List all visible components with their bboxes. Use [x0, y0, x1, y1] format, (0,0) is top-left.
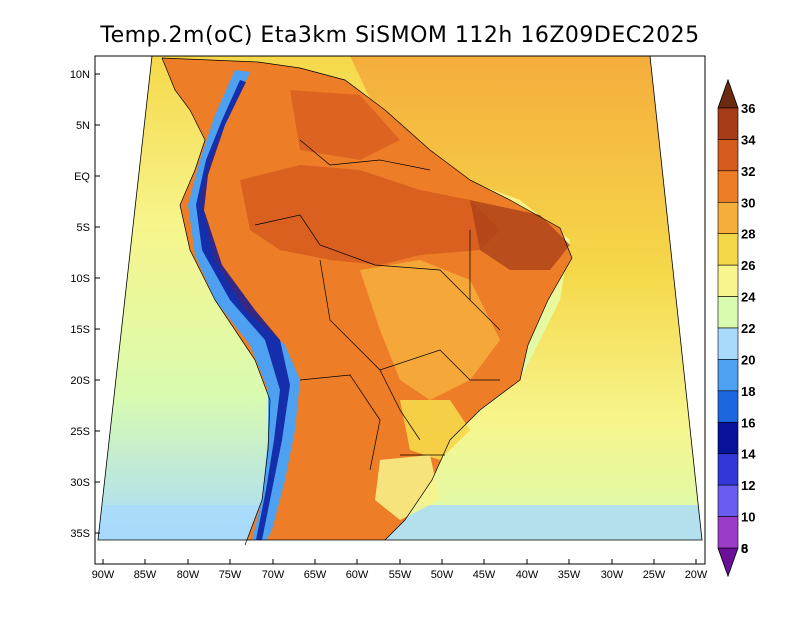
colorbar-label: 6	[741, 541, 748, 556]
colorbar-segment	[717, 359, 739, 392]
colorbar-label: 20	[741, 352, 755, 367]
colorbar-label: 36	[741, 101, 755, 116]
colorbar-segment	[717, 139, 739, 172]
lat-label: 10S	[70, 273, 90, 285]
lon-label: 60W	[346, 569, 369, 581]
andes-coldest-core	[196, 80, 290, 540]
lon-label: 30W	[601, 569, 624, 581]
colorbar-segment	[717, 296, 739, 329]
latitude-axis: 10N 5N EQ 5S 10S 15S 20S 25S 30S 35S	[70, 69, 100, 540]
lon-label: 40W	[516, 569, 539, 581]
lon-label: 85W	[134, 569, 157, 581]
colorbar-label: 26	[741, 258, 755, 273]
colorbar-label: 14	[741, 447, 756, 462]
southeast-mild-zone	[400, 400, 470, 460]
colorbar-label: 34	[741, 132, 756, 147]
lat-label: EQ	[74, 171, 90, 183]
colorbar-label: 18	[741, 384, 755, 399]
colorbar-label: 28	[741, 227, 755, 242]
lon-label: 45W	[473, 569, 496, 581]
amazon-hot-zone	[240, 165, 500, 265]
colorbar-label: 32	[741, 164, 755, 179]
colorbar-segment	[717, 107, 739, 140]
lon-label: 25W	[643, 569, 666, 581]
northeast-hot-zone	[470, 200, 570, 270]
lon-label: 75W	[219, 569, 242, 581]
colorbar-segment	[717, 390, 739, 423]
map-domain	[98, 56, 702, 540]
colorbar-segment	[717, 484, 739, 517]
lon-label: 55W	[389, 569, 412, 581]
lat-label: 5S	[77, 222, 90, 234]
colorbar-label: 22	[741, 321, 755, 336]
lat-label: 20S	[70, 375, 90, 387]
colorbar: 36 34 32 30 28 26 24 22 20 18 16 14 12 10 86	[717, 78, 756, 578]
guiana-hot-zone	[290, 90, 400, 160]
colorbar-segment	[717, 453, 739, 486]
lat-label: 15S	[70, 324, 90, 336]
colorbar-segment	[717, 170, 739, 203]
map-title: Temp.2m(oC) Eta3km SiSMOM 112h 16Z09DEC2…	[99, 23, 699, 48]
colorbar-segment	[717, 233, 739, 266]
colorbar-label: 24	[741, 290, 756, 305]
political-borders	[161, 57, 573, 546]
atlantic-ocean-field	[350, 56, 702, 540]
colorbar-segment	[717, 201, 739, 235]
lat-label: 5N	[76, 120, 90, 132]
lat-label: 30S	[70, 477, 90, 489]
lat-label: 25S	[70, 426, 90, 438]
colorbar-segment	[717, 421, 739, 455]
south-brazil-cool-zone	[375, 455, 440, 520]
colorbar-bottom-arrow	[717, 547, 739, 578]
lon-label: 35W	[558, 569, 581, 581]
lat-label: 35S	[70, 528, 90, 540]
lat-label: 10N	[70, 69, 90, 81]
colorbar-label: 12	[741, 478, 755, 493]
colorbar-segment	[717, 264, 739, 297]
lon-label: 70W	[262, 569, 285, 581]
lon-label: 80W	[177, 569, 200, 581]
lon-label: 90W	[92, 569, 115, 581]
longitude-axis: 90W 85W 80W 75W 70W 65W 60W 55W 50W 45W …	[92, 559, 708, 581]
colorbar-segment	[717, 327, 739, 360]
colorbar-label: 8	[741, 541, 748, 556]
lon-label: 50W	[431, 569, 454, 581]
lon-label: 20W	[685, 569, 708, 581]
colorbar-label: 16	[741, 415, 755, 430]
colorbar-segment	[717, 516, 739, 549]
colorbar-label: 10	[741, 510, 755, 525]
lon-label: 65W	[304, 569, 327, 581]
colorbar-label: 30	[741, 195, 755, 210]
colorbar-top-arrow	[717, 78, 739, 109]
